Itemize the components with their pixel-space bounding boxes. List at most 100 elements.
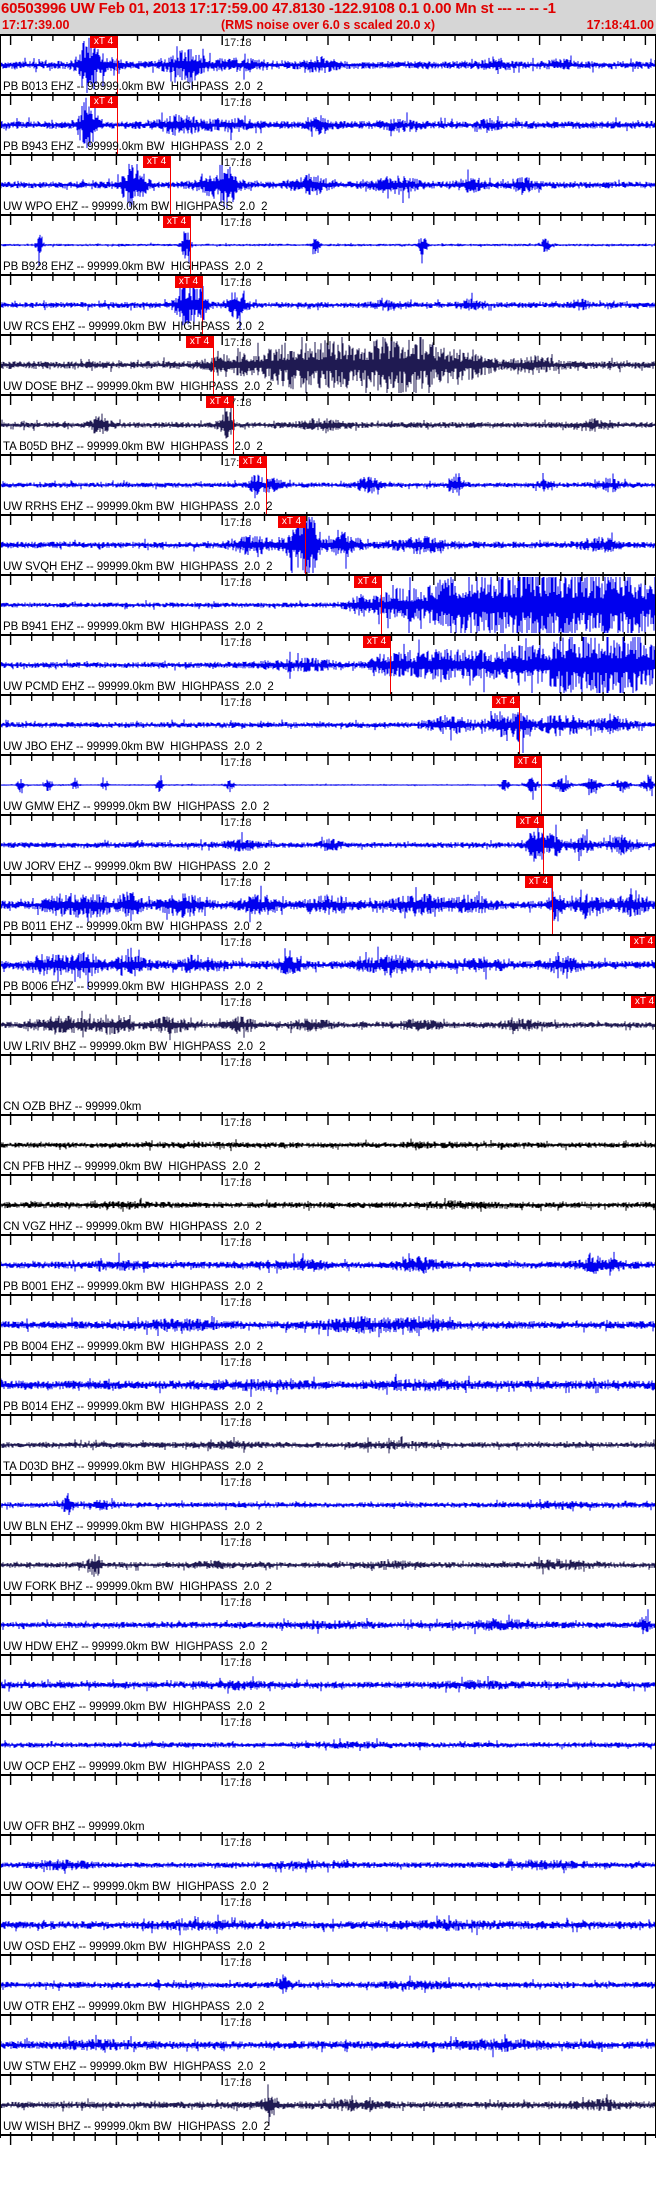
trace-row-uw-rrhs[interactable]: xT 4 17:18 UW RRHS EHZ -- 99999.0km BW H… (0, 452, 656, 514)
waveform[interactable] (0, 1534, 656, 1594)
trace-row-pb-b001[interactable]: 17:18 PB B001 EHZ -- 99999.0km BW HIGHPA… (0, 1232, 656, 1294)
trace-row-uw-gmw[interactable]: xT 4 17:18 UW GMW EHZ -- 99999.0km BW HI… (0, 752, 656, 814)
waveform[interactable] (0, 1654, 656, 1714)
waveform[interactable] (0, 1174, 656, 1234)
waveform[interactable] (0, 574, 656, 634)
waveform[interactable] (0, 94, 656, 154)
pick-flag[interactable]: xT 4 (514, 756, 541, 768)
trace-row-uw-svqh[interactable]: xT 4 17:18 UW SVQH EHZ -- 99999.0km BW H… (0, 512, 656, 574)
waveform[interactable] (0, 934, 656, 994)
waveform[interactable] (0, 1114, 656, 1174)
pick-flag[interactable]: xT 4 (90, 36, 117, 48)
pick-flag[interactable]: xT 4 (278, 516, 305, 528)
waveform[interactable] (0, 1234, 656, 1294)
pick-flag[interactable]: xT 4 (175, 276, 202, 288)
pick-flag[interactable]: xT 4 (206, 396, 233, 408)
pick-time-line[interactable] (202, 275, 203, 334)
trace-row-uw-obc[interactable]: 17:18 UW OBC EHZ -- 99999.0km BW HIGHPAS… (0, 1652, 656, 1714)
waveform[interactable] (0, 814, 656, 874)
pick-time-line[interactable] (170, 155, 171, 214)
trace-row-uw-pcmd[interactable]: xT 4 17:18 UW PCMD EHZ -- 99999.0km BW H… (0, 632, 656, 694)
trace-row-uw-stw[interactable]: 17:18 UW STW EHZ -- 99999.0km BW HIGHPAS… (0, 2012, 656, 2074)
pick-time-line[interactable] (543, 815, 544, 874)
pick-time-line[interactable] (117, 95, 118, 154)
trace-row-uw-fork[interactable]: 17:18 UW FORK BHZ -- 99999.0km BW HIGHPA… (0, 1532, 656, 1594)
pick-flag[interactable]: xT 4 (631, 996, 656, 1008)
pick-flag[interactable]: xT 4 (492, 696, 519, 708)
trace-row-pb-b928[interactable]: xT 4 17:18 PB B928 EHZ -- 99999.0km BW H… (0, 212, 656, 274)
trace-row-ta-d03d[interactable]: 17:18 TA D03D BHZ -- 99999.0km BW HIGHPA… (0, 1412, 656, 1474)
pick-time-line[interactable] (552, 875, 553, 934)
pick-time-line[interactable] (381, 575, 382, 634)
waveform[interactable] (0, 634, 656, 694)
pick-time-line[interactable] (266, 455, 267, 514)
trace-row-uw-dose[interactable]: xT 4 17:18 UW DOSE BHZ -- 99999.0km BW H… (0, 332, 656, 394)
trace-row-cn-ozb[interactable]: 17:18 CN OZB BHZ -- 99999.0km (0, 1052, 656, 1114)
waveform[interactable] (0, 1834, 656, 1894)
trace-row-uw-wish[interactable]: 17:18 UW WISH BHZ -- 99999.0km BW HIGHPA… (0, 2072, 656, 2134)
waveform[interactable] (0, 394, 656, 454)
pick-flag[interactable]: xT 4 (630, 936, 656, 948)
waveform[interactable] (0, 454, 656, 514)
pick-time-line[interactable] (305, 515, 306, 574)
waveform[interactable] (0, 1474, 656, 1534)
trace-row-pb-b941[interactable]: xT 4 17:18 PB B941 EHZ -- 99999.0km BW H… (0, 572, 656, 634)
trace-row-uw-otr[interactable]: 17:18 UW OTR EHZ -- 99999.0km BW HIGHPAS… (0, 1952, 656, 2014)
pick-flag[interactable]: xT 4 (163, 216, 190, 228)
trace-row-uw-lriv[interactable]: xT 4 17:18 UW LRIV BHZ -- 99999.0km BW H… (0, 992, 656, 1054)
waveform[interactable] (0, 1594, 656, 1654)
waveform[interactable] (0, 1294, 656, 1354)
waveform[interactable] (0, 334, 656, 394)
trace-row-uw-hdw[interactable]: 17:18 UW HDW EHZ -- 99999.0km BW HIGHPAS… (0, 1592, 656, 1654)
pick-time-line[interactable] (190, 215, 191, 274)
trace-row-pb-b013[interactable]: xT 4 17:18 PB B013 EHZ -- 99999.0km BW H… (0, 32, 656, 94)
pick-flag[interactable]: xT 4 (525, 876, 552, 888)
pick-flag[interactable]: xT 4 (186, 336, 213, 348)
pick-flag[interactable]: xT 4 (363, 636, 390, 648)
pick-flag[interactable]: xT 4 (516, 816, 543, 828)
waveform[interactable] (0, 2014, 656, 2074)
trace-row-pb-b943[interactable]: xT 4 17:18 PB B943 EHZ -- 99999.0km BW H… (0, 92, 656, 154)
waveform[interactable] (0, 754, 656, 814)
pick-flag[interactable]: xT 4 (90, 96, 117, 108)
trace-row-pb-b006[interactable]: xT 4 17:18 PB B006 EHZ -- 99999.0km BW H… (0, 932, 656, 994)
waveform[interactable] (0, 514, 656, 574)
trace-row-cn-pfb[interactable]: 17:18 CN PFB HHZ -- 99999.0km BW HIGHPAS… (0, 1112, 656, 1174)
waveform[interactable] (0, 154, 656, 214)
trace-row-cn-vgz[interactable]: 17:18 CN VGZ HHZ -- 99999.0km BW HIGHPAS… (0, 1172, 656, 1234)
trace-row-uw-jorv[interactable]: xT 4 17:18 UW JORV EHZ -- 99999.0km BW H… (0, 812, 656, 874)
pick-flag[interactable]: xT 4 (143, 156, 170, 168)
pick-time-line[interactable] (117, 35, 118, 94)
pick-time-line[interactable] (541, 755, 542, 814)
waveform[interactable] (0, 694, 656, 754)
trace-row-uw-wpo[interactable]: xT 4 17:18 UW WPO EHZ -- 99999.0km BW HI… (0, 152, 656, 214)
waveform[interactable] (0, 1714, 656, 1774)
trace-row-uw-osd[interactable]: 17:18 UW OSD EHZ -- 99999.0km BW HIGHPAS… (0, 1892, 656, 1954)
trace-row-uw-rcs[interactable]: xT 4 17:18 UW RCS EHZ -- 99999.0km BW HI… (0, 272, 656, 334)
trace-row-uw-jbo[interactable]: xT 4 17:18 UW JBO EHZ -- 99999.0km BW HI… (0, 692, 656, 754)
waveform[interactable] (0, 214, 656, 274)
pick-time-line[interactable] (213, 335, 214, 394)
pick-flag[interactable]: xT 4 (354, 576, 381, 588)
trace-row-ta-b05d[interactable]: xT 4 17:18 TA B05D BHZ -- 99999.0km BW H… (0, 392, 656, 454)
pick-flag[interactable]: xT 4 (239, 456, 266, 468)
waveform[interactable] (0, 274, 656, 334)
pick-time-line[interactable] (390, 635, 391, 694)
trace-row-uw-oow[interactable]: 17:18 UW OOW EHZ -- 99999.0km BW HIGHPAS… (0, 1832, 656, 1894)
trace-row-uw-ofr[interactable]: 17:18 UW OFR BHZ -- 99999.0km (0, 1772, 656, 1834)
trace-row-pb-b011[interactable]: xT 4 17:18 PB B011 EHZ -- 99999.0km BW H… (0, 872, 656, 934)
waveform[interactable] (0, 34, 656, 94)
waveform[interactable] (0, 2074, 656, 2134)
waveform[interactable] (0, 994, 656, 1054)
waveform[interactable] (0, 1354, 656, 1414)
trace-row-pb-b014[interactable]: 17:18 PB B014 EHZ -- 99999.0km BW HIGHPA… (0, 1352, 656, 1414)
waveform[interactable] (0, 874, 656, 934)
trace-row-uw-bln[interactable]: 17:18 UW BLN EHZ -- 99999.0km BW HIGHPAS… (0, 1472, 656, 1534)
pick-time-line[interactable] (519, 695, 520, 754)
waveform[interactable] (0, 1894, 656, 1954)
trace-row-pb-b004[interactable]: 17:18 PB B004 EHZ -- 99999.0km BW HIGHPA… (0, 1292, 656, 1354)
pick-time-line[interactable] (233, 395, 234, 454)
waveform[interactable] (0, 1414, 656, 1474)
trace-row-uw-ocp[interactable]: 17:18 UW OCP EHZ -- 99999.0km BW HIGHPAS… (0, 1712, 656, 1774)
waveform[interactable] (0, 1954, 656, 2014)
